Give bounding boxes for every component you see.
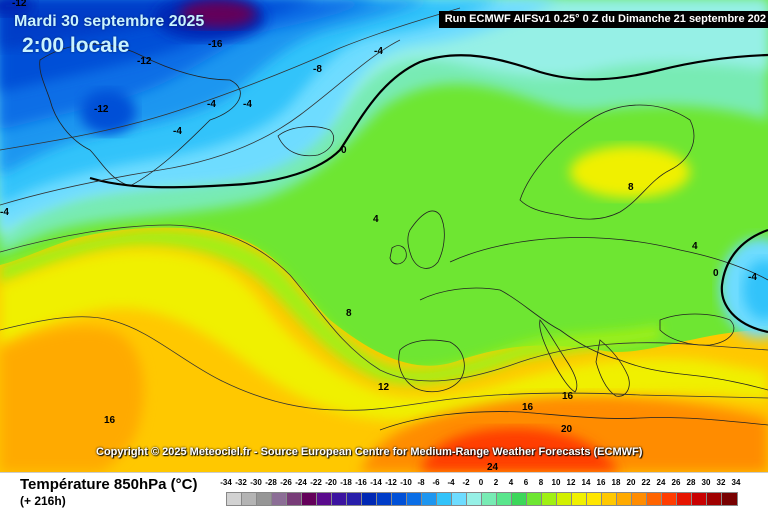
temperature-map: -12 -16 -12 -12 -8 -4 -4 -4 -4 -4 0 4 4 … (0, 0, 768, 472)
isotherm-label: 16 (104, 415, 116, 426)
isotherm-label: 12 (378, 382, 390, 393)
legend-tick: -6 (432, 478, 440, 487)
legend-tick: -10 (400, 478, 412, 487)
legend-tick: -16 (355, 478, 367, 487)
isotherm-label: -4 (374, 46, 383, 57)
isotherm-label: -8 (313, 64, 322, 75)
isotherm-label: 0 (713, 268, 719, 279)
isotherm-label: 8 (628, 182, 634, 193)
isotherm-label: 16 (562, 391, 574, 402)
legend-tick: -4 (447, 478, 455, 487)
legend-tick: -24 (295, 478, 307, 487)
legend-tick: 22 (641, 478, 651, 487)
copyright-notice: Copyright © 2025 Meteociel.fr - Source E… (96, 446, 643, 458)
isotherm-label: -4 (243, 99, 252, 110)
isotherm-label: -12 (137, 56, 152, 67)
forecast-date: Mardi 30 septembre 2025 (14, 13, 205, 30)
legend-tick: 0 (478, 478, 484, 487)
legend-tick: 28 (686, 478, 696, 487)
isotherm-label: -4 (0, 207, 9, 218)
legend-tick: 16 (596, 478, 606, 487)
legend-tick: 4 (508, 478, 514, 487)
legend-tick: 24 (656, 478, 666, 487)
legend-tick: 34 (731, 478, 741, 487)
legend-tick: -14 (370, 478, 382, 487)
legend-tick: -18 (340, 478, 352, 487)
legend-tick: 26 (671, 478, 681, 487)
isotherm-label: 0 (341, 145, 347, 156)
legend-tick: 8 (538, 478, 544, 487)
legend-tick: -26 (280, 478, 292, 487)
legend-tick: 12 (566, 478, 576, 487)
variable-title: Température 850hPa (°C) (20, 476, 198, 493)
isotherm-label: 8 (346, 308, 352, 319)
legend-tick: 18 (611, 478, 621, 487)
legend-tick: -30 (250, 478, 262, 487)
isotherm-label: 16 (522, 402, 534, 413)
legend-tick: -20 (325, 478, 337, 487)
isotherm-label: 20 (561, 424, 573, 435)
isotherm-label: -4 (173, 126, 182, 137)
legend-tick: 2 (493, 478, 499, 487)
legend-swatch (721, 492, 738, 506)
legend-tick: -32 (235, 478, 247, 487)
legend-tick: -22 (310, 478, 322, 487)
legend-tick: -28 (265, 478, 277, 487)
isotherm-label: -16 (208, 39, 223, 50)
legend-tick: -2 (462, 478, 470, 487)
isotherm-label: 4 (692, 241, 698, 252)
model-run-info: Run ECMWF AIFSv1 0.25° 0 Z du Dimanche 2… (438, 11, 768, 28)
isotherm-label: -4 (748, 272, 757, 283)
isotherm-labels: -12 -16 -12 -12 -8 -4 -4 -4 -4 -4 0 4 4 … (0, 0, 757, 472)
isotherm-label: -12 (12, 0, 27, 9)
legend-tick: 32 (716, 478, 726, 487)
lead-time: (+ 216h) (20, 494, 66, 508)
legend-tick: 20 (626, 478, 636, 487)
forecast-time: 2:00 locale (22, 34, 130, 57)
legend-tick: 30 (701, 478, 711, 487)
isotherm-lines (89, 53, 768, 334)
isotherm-label: -4 (207, 99, 216, 110)
isotherm-label: 4 (373, 214, 379, 225)
legend-tick: 14 (581, 478, 591, 487)
isotherm-label: 24 (487, 462, 499, 472)
isotherm-label: -12 (94, 104, 109, 115)
legend-tick: -34 (220, 478, 232, 487)
isotherm-thin (0, 7, 768, 411)
legend-tick: 6 (523, 478, 529, 487)
legend-tick: 10 (551, 478, 561, 487)
legend-tick: -8 (417, 478, 425, 487)
legend-tick: -12 (385, 478, 397, 487)
